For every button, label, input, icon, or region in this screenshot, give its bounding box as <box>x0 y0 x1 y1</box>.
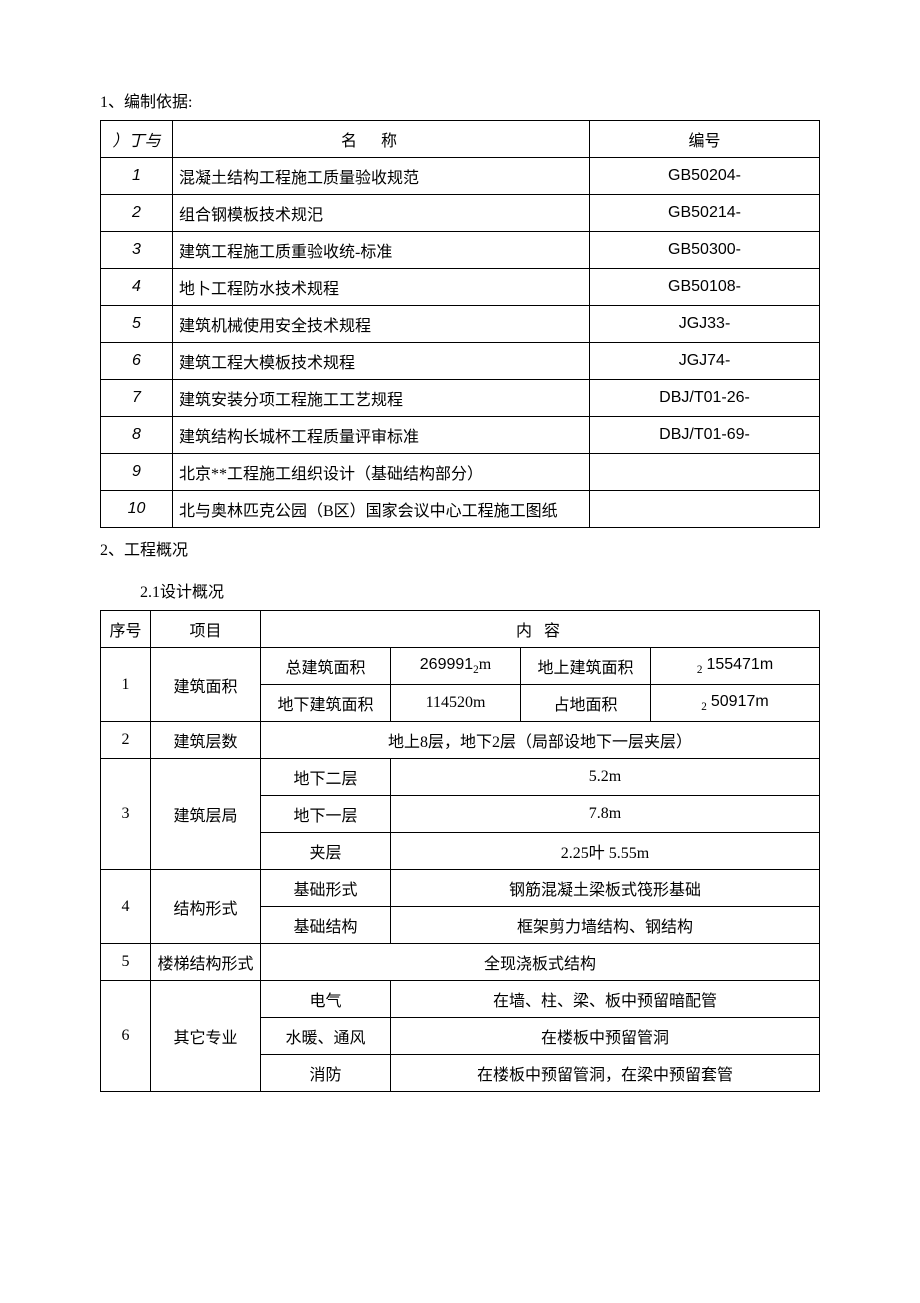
cell-item: 建筑层数 <box>151 722 261 759</box>
cell-name: 北京**工程施工组织设计（基础结构部分） <box>173 454 590 491</box>
cell-seq: 2 <box>101 195 173 232</box>
cell-label: 地下一层 <box>261 796 391 833</box>
cell-value: 钢筋混凝土梁板式筏形基础 <box>391 870 820 907</box>
cell-content: 全现浇板式结构 <box>261 944 820 981</box>
cell-value: 在楼板中预留管洞，在梁中预留套管 <box>391 1055 820 1092</box>
cell-label: 夹层 <box>261 833 391 870</box>
cell-label: 水暖、通风 <box>261 1018 391 1055</box>
table-row: 5 楼梯结构形式 全现浇板式结构 <box>101 944 820 981</box>
cell-label: 电气 <box>261 981 391 1018</box>
cell-seq: 1 <box>101 158 173 195</box>
cell-item: 结构形式 <box>151 870 261 944</box>
cell-seq: 2 <box>101 722 151 759</box>
cell-label: 地下二层 <box>261 759 391 796</box>
cell-code: GB50108- <box>590 269 820 306</box>
cell-code: JGJ74- <box>590 343 820 380</box>
cell-name: 建筑结构长城杯工程质量评审标准 <box>173 417 590 454</box>
cell-seq: 10 <box>101 491 173 528</box>
cell-value: 在墙、柱、梁、板中预留暗配管 <box>391 981 820 1018</box>
overview-table: 序号 项目 内 容 1 建筑面积 总建筑面积 2699912m 地上建筑面积 2… <box>100 610 820 1092</box>
cell-label: 基础形式 <box>261 870 391 907</box>
table-row: 4地卜工程防水技术规程GB50108- <box>101 269 820 306</box>
cell-code: GB50214- <box>590 195 820 232</box>
cell-label: 基础结构 <box>261 907 391 944</box>
cell-seq: 6 <box>101 343 173 380</box>
cell-value: 7.8m <box>391 796 820 833</box>
cell-name: 北与奥林匹克公园（B区）国家会议中心工程施工图纸 <box>173 491 590 528</box>
cell-label: 占地面积 <box>521 685 651 722</box>
hdr-item: 项目 <box>151 611 261 648</box>
cell-code: JGJ33- <box>590 306 820 343</box>
cell-seq: 7 <box>101 380 173 417</box>
cell-label: 总建筑面积 <box>261 648 391 685</box>
section2-title: 2、工程概况 <box>100 536 820 560</box>
table-header-row: 序号 项目 内 容 <box>101 611 820 648</box>
cell-seq: 5 <box>101 944 151 981</box>
table-row: 8建筑结构长城杯工程质量评审标准DBJ/T01-69- <box>101 417 820 454</box>
cell-code: GB50204- <box>590 158 820 195</box>
hdr-name: 名称 <box>173 121 590 158</box>
cell-name: 混凝土结构工程施工质量验收规范 <box>173 158 590 195</box>
table-row: 6建筑工程大模板技术规程JGJ74- <box>101 343 820 380</box>
table-row: 4 结构形式 基础形式 钢筋混凝土梁板式筏形基础 <box>101 870 820 907</box>
cell-item: 建筑层局 <box>151 759 261 870</box>
table-row: 5建筑机械使用安全技术规程JGJ33- <box>101 306 820 343</box>
table-row: 10北与奥林匹克公园（B区）国家会议中心工程施工图纸 <box>101 491 820 528</box>
cell-value: 2.25叶 5.55m <box>391 833 820 870</box>
cell-item: 楼梯结构形式 <box>151 944 261 981</box>
table-row: 1混凝土结构工程施工质量验收规范GB50204- <box>101 158 820 195</box>
cell-label: 地上建筑面积 <box>521 648 651 685</box>
cell-name: 地卜工程防水技术规程 <box>173 269 590 306</box>
cell-item: 建筑面积 <box>151 648 261 722</box>
cell-value: 114520m <box>391 685 521 722</box>
cell-seq: 4 <box>101 269 173 306</box>
table-row: 2 建筑层数 地上8层，地下2层（局部设地下一层夹层） <box>101 722 820 759</box>
cell-seq: 8 <box>101 417 173 454</box>
cell-seq: 5 <box>101 306 173 343</box>
table-row: 7建筑安装分项工程施工工艺规程DBJ/T01-26- <box>101 380 820 417</box>
cell-seq: 6 <box>101 981 151 1092</box>
cell-seq: 1 <box>101 648 151 722</box>
cell-content: 地上8层，地下2层（局部设地下一层夹层） <box>261 722 820 759</box>
table-row: 2组合钢模板技术规汜GB50214- <box>101 195 820 232</box>
cell-code: DBJ/T01-26- <box>590 380 820 417</box>
cell-seq: 3 <box>101 232 173 269</box>
basis-table: ）丁与 名称 编号 1混凝土结构工程施工质量验收规范GB50204-2组合钢模板… <box>100 120 820 528</box>
cell-code <box>590 491 820 528</box>
cell-name: 建筑机械使用安全技术规程 <box>173 306 590 343</box>
section1-title: 1、编制依据: <box>100 88 820 112</box>
cell-value: 在楼板中预留管洞 <box>391 1018 820 1055</box>
cell-code <box>590 454 820 491</box>
table-row: 6 其它专业 电气 在墙、柱、梁、板中预留暗配管 <box>101 981 820 1018</box>
hdr-seq: 序号 <box>101 611 151 648</box>
cell-seq: 4 <box>101 870 151 944</box>
cell-seq: 9 <box>101 454 173 491</box>
table-row: 9北京**工程施工组织设计（基础结构部分） <box>101 454 820 491</box>
cell-item: 其它专业 <box>151 981 261 1092</box>
cell-value: 2 155471m <box>651 648 820 685</box>
cell-code: GB50300- <box>590 232 820 269</box>
cell-name: 组合钢模板技术规汜 <box>173 195 590 232</box>
cell-code: DBJ/T01-69- <box>590 417 820 454</box>
table-row: 3 建筑层局 地下二层 5.2m <box>101 759 820 796</box>
hdr-code: 编号 <box>590 121 820 158</box>
cell-value: 2699912m <box>391 648 521 685</box>
cell-name: 建筑工程施工质重验收统-标准 <box>173 232 590 269</box>
hdr-content: 内 容 <box>261 611 820 648</box>
cell-label: 地下建筑面积 <box>261 685 391 722</box>
cell-value: 5.2m <box>391 759 820 796</box>
hdr-seq: ）丁与 <box>101 121 173 158</box>
cell-name: 建筑安装分项工程施工工艺规程 <box>173 380 590 417</box>
table-row: 1 建筑面积 总建筑面积 2699912m 地上建筑面积 2 155471m <box>101 648 820 685</box>
cell-seq: 3 <box>101 759 151 870</box>
cell-label: 消防 <box>261 1055 391 1092</box>
cell-value: 2 50917m <box>651 685 820 722</box>
table-row: 3建筑工程施工质重验收统-标准GB50300- <box>101 232 820 269</box>
cell-value: 框架剪力墙结构、钢结构 <box>391 907 820 944</box>
section2-subtitle: 2.1设计概况 <box>140 578 820 602</box>
table-header-row: ）丁与 名称 编号 <box>101 121 820 158</box>
cell-name: 建筑工程大模板技术规程 <box>173 343 590 380</box>
